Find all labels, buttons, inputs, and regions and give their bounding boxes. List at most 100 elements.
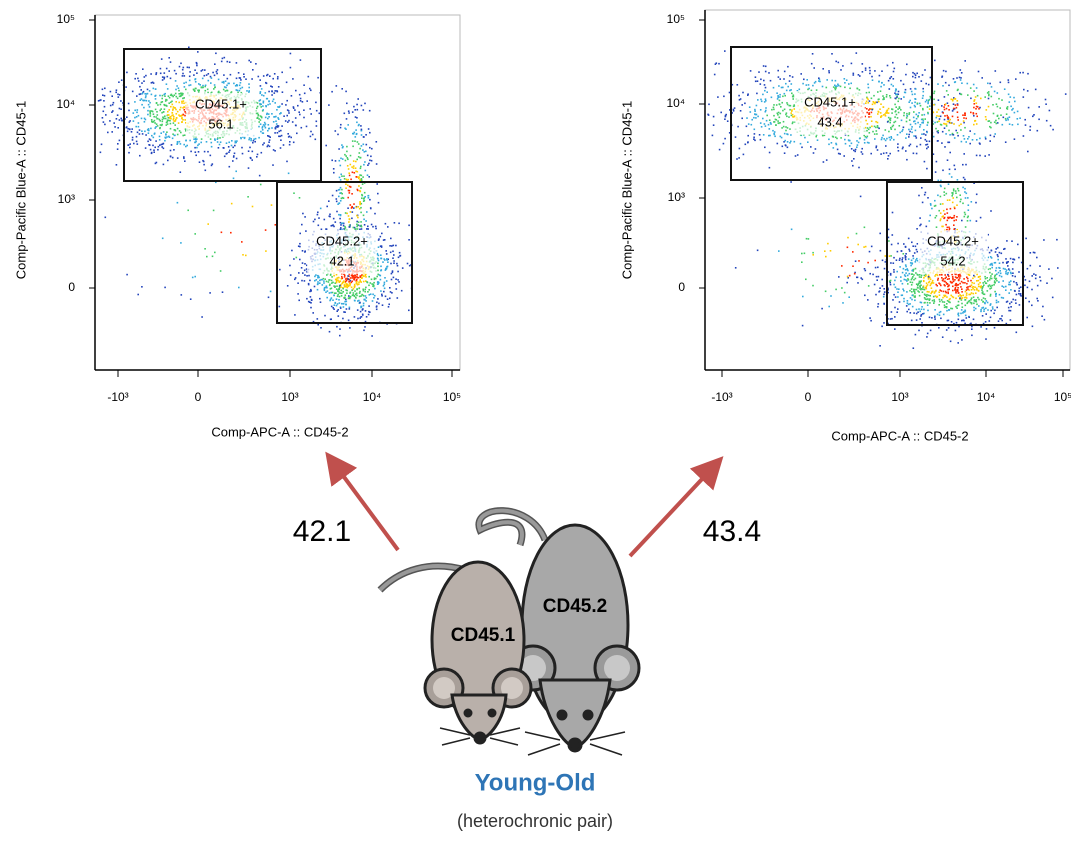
- event-dot: [919, 318, 921, 320]
- event-dot: [177, 157, 179, 159]
- event-dot: [951, 176, 953, 178]
- event-dot: [346, 213, 348, 215]
- event-dot: [945, 82, 947, 84]
- event-dot: [985, 138, 987, 140]
- event-dot: [978, 299, 980, 301]
- event-dot: [226, 85, 228, 87]
- event-dot: [351, 287, 353, 289]
- event-dot: [1005, 141, 1007, 143]
- event-dot: [845, 143, 847, 145]
- event-dot: [103, 100, 105, 102]
- event-dot: [920, 105, 922, 107]
- event-dot: [958, 292, 960, 294]
- event-dot: [358, 206, 360, 208]
- event-dot: [915, 123, 917, 125]
- event-dot: [973, 115, 975, 117]
- event-dot: [329, 214, 331, 216]
- event-dot: [236, 140, 238, 142]
- event-dot: [979, 155, 981, 157]
- event-dot: [152, 82, 154, 84]
- event-dot: [875, 121, 877, 123]
- event-dot: [903, 301, 905, 303]
- event-dot: [983, 284, 985, 286]
- event-dot: [363, 305, 365, 307]
- event-dot: [1011, 240, 1013, 242]
- event-dot: [909, 145, 911, 147]
- event-dot: [880, 86, 882, 88]
- event-dot: [286, 100, 288, 102]
- event-dot: [347, 179, 349, 181]
- event-dot: [970, 220, 972, 222]
- event-dot: [155, 126, 157, 128]
- event-dot: [822, 86, 824, 88]
- event-dot: [927, 112, 929, 114]
- event-dot: [1015, 302, 1017, 304]
- event-dot: [359, 296, 361, 298]
- event-dot: [834, 85, 836, 87]
- event-dot: [905, 137, 907, 139]
- event-dot: [826, 79, 828, 81]
- event-dot: [978, 276, 980, 278]
- event-dot: [289, 136, 291, 138]
- event-dot: [194, 79, 196, 81]
- event-dot: [970, 112, 972, 114]
- event-dot: [766, 91, 768, 93]
- event-dot: [881, 279, 883, 281]
- event-dot: [754, 133, 756, 135]
- event-dot: [1025, 297, 1027, 299]
- event-dot: [368, 176, 370, 178]
- event-dot: [921, 275, 923, 277]
- event-dot: [954, 165, 956, 167]
- event-dot: [838, 276, 840, 278]
- event-dot: [1011, 301, 1013, 303]
- event-dot: [361, 316, 363, 318]
- event-dot: [167, 119, 169, 121]
- event-dot: [235, 171, 237, 173]
- event-dot: [340, 286, 342, 288]
- event-dot: [368, 285, 370, 287]
- event-dot: [996, 123, 998, 125]
- event-dot: [998, 272, 1000, 274]
- event-dot: [874, 70, 876, 72]
- event-dot: [201, 316, 203, 318]
- event-dot: [295, 90, 297, 92]
- event-dot: [204, 248, 206, 250]
- event-dot: [963, 117, 965, 119]
- event-dot: [801, 147, 803, 149]
- event-dot: [991, 250, 993, 252]
- event-dot: [958, 315, 960, 317]
- event-dot: [1005, 258, 1007, 260]
- event-dot: [226, 142, 228, 144]
- event-dot: [339, 328, 341, 330]
- event-dot: [945, 133, 947, 135]
- event-dot: [275, 224, 277, 226]
- event-dot: [359, 190, 361, 192]
- event-dot: [762, 94, 764, 96]
- event-dot: [986, 300, 988, 302]
- event-dot: [362, 275, 364, 277]
- event-dot: [925, 287, 927, 289]
- event-dot: [941, 124, 943, 126]
- event-dot: [1023, 96, 1025, 98]
- event-dot: [121, 79, 123, 81]
- event-dot: [859, 75, 861, 77]
- event-dot: [764, 123, 766, 125]
- event-dot: [944, 96, 946, 98]
- event-dot: [852, 165, 854, 167]
- event-dot: [775, 124, 777, 126]
- event-dot: [258, 126, 260, 128]
- event-dot: [326, 206, 328, 208]
- event-dot: [194, 147, 196, 149]
- event-dot: [871, 126, 873, 128]
- event-dot: [105, 114, 107, 116]
- event-dot: [948, 120, 950, 122]
- event-dot: [902, 261, 904, 263]
- event-dot: [350, 211, 352, 213]
- event-dot: [939, 314, 941, 316]
- event-dot: [1035, 278, 1037, 280]
- event-dot: [833, 136, 835, 138]
- event-dot: [135, 73, 137, 75]
- event-dot: [947, 117, 949, 119]
- event-dot: [310, 289, 312, 291]
- event-dot: [339, 192, 341, 194]
